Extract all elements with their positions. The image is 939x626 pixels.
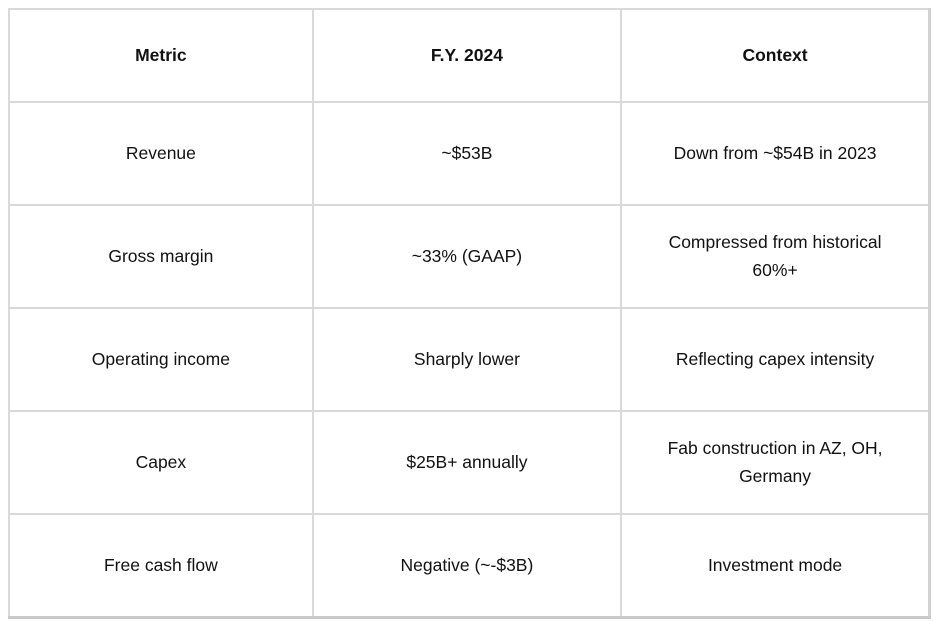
cell-free-cash-flow-metric: Free cash flow <box>8 513 314 618</box>
header-cell-metric: Metric <box>8 8 314 103</box>
header-cell-context: Context <box>620 8 931 103</box>
table-row-capex: Capex $25B+ annually Fab construction in… <box>8 410 931 515</box>
cell-capex-context: Fab construction in AZ, OH, Germany <box>620 410 931 515</box>
cell-free-cash-flow-value: Negative (~-$3B) <box>311 513 623 618</box>
table-header-row: Metric F.Y. 2024 Context <box>8 8 931 103</box>
header-cell-fy2024: F.Y. 2024 <box>311 8 623 103</box>
cell-revenue-value: ~$53B <box>311 101 623 206</box>
cell-revenue-metric: Revenue <box>8 101 314 206</box>
table-header: Metric F.Y. 2024 Context <box>8 8 931 103</box>
cell-gross-margin-value: ~33% (GAAP) <box>311 204 623 309</box>
table-row-revenue: Revenue ~$53B Down from ~$54B in 2023 <box>8 101 931 206</box>
cell-capex-value: $25B+ annually <box>311 410 623 515</box>
cell-capex-metric: Capex <box>8 410 314 515</box>
table-body: Revenue ~$53B Down from ~$54B in 2023 Gr… <box>8 101 931 618</box>
table-row-operating-income: Operating income Sharply lower Reflectin… <box>8 307 931 412</box>
table-row-gross-margin: Gross margin ~33% (GAAP) Compressed from… <box>8 204 931 309</box>
cell-operating-income-value: Sharply lower <box>311 307 623 412</box>
cell-gross-margin-context: Compressed from historical 60%+ <box>620 204 931 309</box>
cell-revenue-context: Down from ~$54B in 2023 <box>620 101 931 206</box>
financial-metrics-table: Metric F.Y. 2024 Context Revenue ~$53B D… <box>8 8 931 619</box>
table-row-free-cash-flow: Free cash flow Negative (~-$3B) Investme… <box>8 513 931 618</box>
cell-operating-income-metric: Operating income <box>8 307 314 412</box>
cell-operating-income-context: Reflecting capex intensity <box>620 307 931 412</box>
cell-gross-margin-metric: Gross margin <box>8 204 314 309</box>
cell-free-cash-flow-context: Investment mode <box>620 513 931 618</box>
